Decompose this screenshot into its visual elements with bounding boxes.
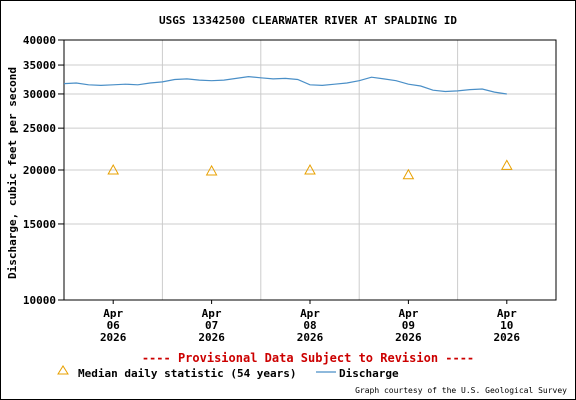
x-tick-label: 2026 [494, 331, 521, 344]
y-tick-label: 35000 [23, 59, 56, 72]
y-tick-label: 20000 [23, 164, 56, 177]
discharge-line [63, 75, 507, 95]
y-tick-label: 10000 [23, 294, 56, 307]
x-tick-label: Apr [103, 307, 123, 320]
x-tick-label: 06 [107, 319, 121, 332]
grid [64, 40, 556, 300]
x-tick-label: 2026 [198, 331, 225, 344]
y-axis-label: Discharge, cubic feet per second [6, 67, 19, 279]
legend-median-label: Median daily statistic (54 years) [78, 367, 297, 380]
credit-line: Graph courtesy of the U.S. Geological Su… [355, 386, 567, 395]
median-marker [402, 168, 415, 180]
x-tick-label: Apr [202, 307, 222, 320]
median-marker [500, 159, 513, 170]
chart-title: USGS 13342500 CLEARWATER RIVER AT SPALDI… [159, 14, 457, 27]
median-marker [304, 163, 316, 175]
x-tick-label: 10 [500, 319, 513, 332]
y-tick-label: 15000 [23, 218, 56, 231]
median-marker [107, 163, 120, 175]
legend-median-marker [57, 365, 69, 375]
x-tick-label: 09 [402, 319, 415, 332]
x-tick-label: 2026 [395, 331, 422, 344]
x-tick-label: 2026 [100, 331, 127, 344]
median-marker [205, 164, 218, 176]
x-axis-ticks: Apr062026Apr072026Apr082026Apr092026Apr1… [100, 300, 520, 344]
y-tick-label: 40000 [23, 34, 56, 47]
y-tick-label: 25000 [23, 122, 56, 135]
provisional-data-note: ---- Provisional Data Subject to Revisio… [142, 351, 474, 365]
x-tick-label: 2026 [297, 331, 324, 344]
series-layer [63, 75, 513, 180]
x-tick-label: 07 [205, 319, 218, 332]
legend: Median daily statistic (54 years) Discha… [57, 365, 399, 380]
x-tick-label: Apr [497, 307, 517, 320]
x-tick-label: 08 [303, 319, 316, 332]
y-axis-ticks: 10000 15000 20000 25000 30000 35000 40000 [23, 34, 64, 307]
x-tick-label: Apr [398, 307, 418, 320]
legend-discharge-label: Discharge [339, 367, 399, 380]
y-tick-label: 30000 [23, 88, 56, 101]
x-tick-label: Apr [300, 307, 320, 320]
